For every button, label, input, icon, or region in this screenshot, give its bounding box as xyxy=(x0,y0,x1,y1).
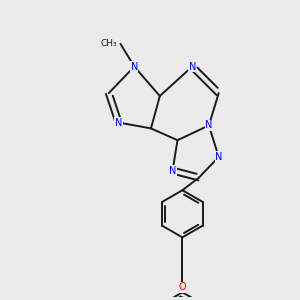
Text: N: N xyxy=(169,166,176,176)
Text: N: N xyxy=(188,61,196,72)
Text: N: N xyxy=(130,61,138,72)
Text: N: N xyxy=(115,118,122,128)
Text: CH₃: CH₃ xyxy=(101,40,118,49)
Text: N: N xyxy=(205,121,213,130)
Text: O: O xyxy=(178,282,186,292)
Text: N: N xyxy=(215,152,222,162)
